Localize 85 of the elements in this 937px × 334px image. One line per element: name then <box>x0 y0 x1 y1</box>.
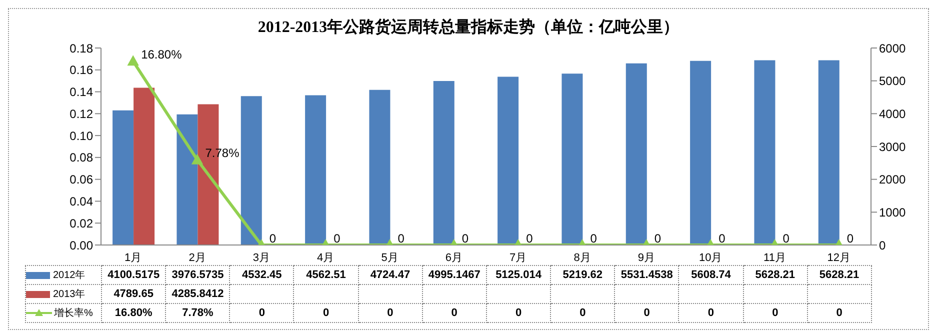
text: 0 <box>782 231 790 246</box>
y-tick-label: 0.04 <box>70 194 94 208</box>
y2-tick-label: 3000 <box>879 140 906 154</box>
data-label: 4789.65 <box>102 284 166 304</box>
data-label: 4100.5175 <box>102 266 166 284</box>
data-label: 0 <box>614 304 679 322</box>
bar <box>134 88 155 245</box>
data-label: 4285.8412 <box>166 284 230 304</box>
text: 0 <box>398 231 404 246</box>
y-tick-label: 0.12 <box>70 106 94 121</box>
x-tick-label: 8月 <box>574 252 591 264</box>
legend-label: 增长率% <box>26 304 102 322</box>
y2-tick-label: 6000 <box>879 41 906 56</box>
y2-tick-label: 1000 <box>879 205 906 220</box>
x-tick-label: 5月 <box>381 252 398 264</box>
bar <box>305 95 326 245</box>
data-label: 4532.45 <box>230 266 294 284</box>
y2-tick-label: 5000 <box>879 74 906 88</box>
y-tick-label: 0.00 <box>70 238 94 252</box>
y2-tick-label: 2000 <box>879 172 906 187</box>
text: 0 <box>334 231 340 246</box>
bar <box>626 63 647 245</box>
data-label: 0 <box>486 304 551 322</box>
data-label: 4724.47 <box>358 266 422 284</box>
bar <box>369 90 390 245</box>
text: 0 <box>846 231 854 246</box>
data-label: 5628.21 <box>807 266 872 284</box>
point <box>128 56 139 66</box>
x-tick-label: 3月 <box>252 252 270 264</box>
data-label: 5608.74 <box>678 266 744 284</box>
chart-title: 2012-2013年公路货运周转总量指标走势（单位：亿吨公里） <box>256 17 680 38</box>
data-label: 4995.1467 <box>422 266 486 284</box>
x-tick-label: 12月 <box>827 252 851 264</box>
data-label: 4562.51 <box>294 266 358 284</box>
y-tick-label: 0.10 <box>70 128 94 143</box>
x-tick-label: 2月 <box>188 252 206 264</box>
x-tick-label: 6月 <box>445 252 462 264</box>
y2-tick-label: 4000 <box>879 106 906 121</box>
text: 16.80% <box>141 47 182 62</box>
bar <box>754 60 776 245</box>
x-tick-label: 7月 <box>510 252 527 264</box>
text: 0 <box>526 231 533 246</box>
data-label: 0 <box>807 304 872 322</box>
legend-label: 2012年 <box>26 266 102 284</box>
legend-label: 2013年 <box>26 284 102 304</box>
x-tick-label: 9月 <box>638 252 655 264</box>
text: 0 <box>654 231 662 246</box>
bar <box>818 60 840 245</box>
bar <box>240 96 262 245</box>
data-label: 0 <box>678 304 744 322</box>
bar <box>176 114 198 245</box>
x-tick-label: 4月 <box>317 252 334 264</box>
x-tick-label: 10月 <box>698 252 722 264</box>
y2-tick-label: 0 <box>879 238 886 252</box>
y-tick-label: 0.08 <box>70 150 94 165</box>
bar <box>498 76 519 245</box>
data-label: 5219.62 <box>550 266 615 284</box>
y-tick-label: 0.18 <box>70 41 94 56</box>
y-tick-label: 0.02 <box>70 216 94 230</box>
y-tick-label: 0.14 <box>70 85 94 100</box>
data-label: 0 <box>294 304 358 322</box>
bar <box>562 74 583 245</box>
y-tick-label: 0.06 <box>70 172 94 187</box>
data-label: 5125.014 <box>486 266 551 284</box>
data-label: 5531.4538 <box>614 266 679 284</box>
bar <box>690 60 712 245</box>
data-label: 0 <box>422 304 486 322</box>
y-tick-label: 0.16 <box>70 63 94 78</box>
point <box>192 154 203 164</box>
data-label: 5628.21 <box>743 266 808 284</box>
text: 0 <box>462 231 469 246</box>
x-tick-label: 11月 <box>764 252 786 264</box>
data-label: 3976.5735 <box>166 266 230 284</box>
bar <box>112 110 134 245</box>
data-label: 0 <box>743 304 808 322</box>
bar <box>433 80 454 245</box>
data-label: 0 <box>550 304 615 322</box>
text: 0 <box>269 231 276 246</box>
data-label: 16.80% <box>102 304 166 322</box>
data-label: 7.78% <box>166 304 230 322</box>
data-label: 0 <box>358 304 422 322</box>
text: 0 <box>590 231 597 246</box>
data-label: 0 <box>230 304 294 322</box>
x-tick-label: 1月 <box>124 252 142 264</box>
text: 0 <box>718 231 726 246</box>
